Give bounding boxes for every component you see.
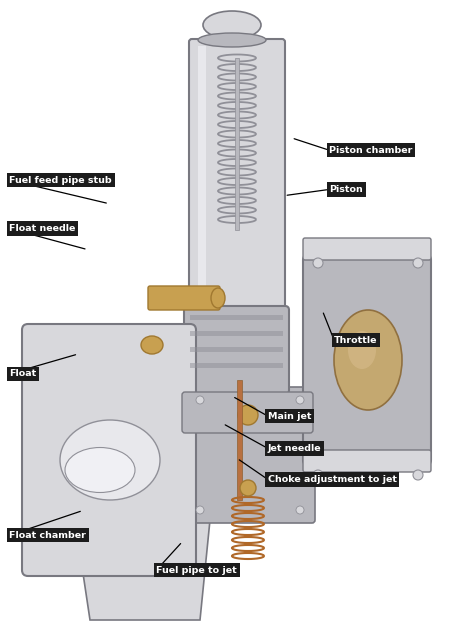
Circle shape	[296, 396, 304, 404]
FancyBboxPatch shape	[189, 39, 285, 313]
Text: Fuel pipe to jet: Fuel pipe to jet	[156, 566, 237, 574]
FancyBboxPatch shape	[22, 324, 196, 576]
FancyBboxPatch shape	[183, 387, 315, 523]
FancyBboxPatch shape	[148, 286, 220, 310]
Ellipse shape	[60, 420, 160, 500]
FancyBboxPatch shape	[303, 238, 431, 260]
Ellipse shape	[203, 11, 261, 39]
Circle shape	[413, 470, 423, 480]
Circle shape	[238, 405, 258, 425]
PathPatch shape	[75, 520, 210, 620]
Text: Float: Float	[9, 369, 36, 378]
Circle shape	[413, 258, 423, 268]
FancyBboxPatch shape	[184, 306, 289, 394]
Bar	[190, 347, 283, 352]
Text: Choke adjustment to jet: Choke adjustment to jet	[268, 475, 397, 484]
Circle shape	[240, 480, 256, 496]
Ellipse shape	[65, 448, 135, 492]
FancyBboxPatch shape	[303, 450, 431, 472]
Ellipse shape	[198, 33, 266, 47]
Ellipse shape	[348, 331, 376, 369]
Text: Piston: Piston	[329, 185, 363, 194]
Ellipse shape	[334, 310, 402, 410]
Bar	[190, 331, 283, 336]
Text: Fuel feed pipe stub: Fuel feed pipe stub	[9, 176, 112, 184]
Text: Jet needle: Jet needle	[268, 444, 321, 453]
Circle shape	[296, 506, 304, 514]
Bar	[190, 363, 283, 368]
FancyBboxPatch shape	[303, 255, 431, 465]
Bar	[235, 58, 239, 230]
Bar	[190, 315, 283, 320]
Text: Throttle: Throttle	[334, 336, 378, 345]
Text: Float chamber: Float chamber	[9, 531, 86, 540]
Text: Piston chamber: Piston chamber	[329, 146, 413, 155]
Ellipse shape	[141, 336, 163, 354]
Circle shape	[196, 506, 204, 514]
Text: Main jet: Main jet	[268, 412, 311, 420]
Bar	[237, 380, 242, 500]
Ellipse shape	[211, 288, 225, 308]
Text: Float needle: Float needle	[9, 224, 76, 233]
Bar	[198, 46, 206, 306]
Circle shape	[313, 470, 323, 480]
FancyBboxPatch shape	[182, 392, 313, 433]
Circle shape	[313, 258, 323, 268]
Circle shape	[196, 396, 204, 404]
